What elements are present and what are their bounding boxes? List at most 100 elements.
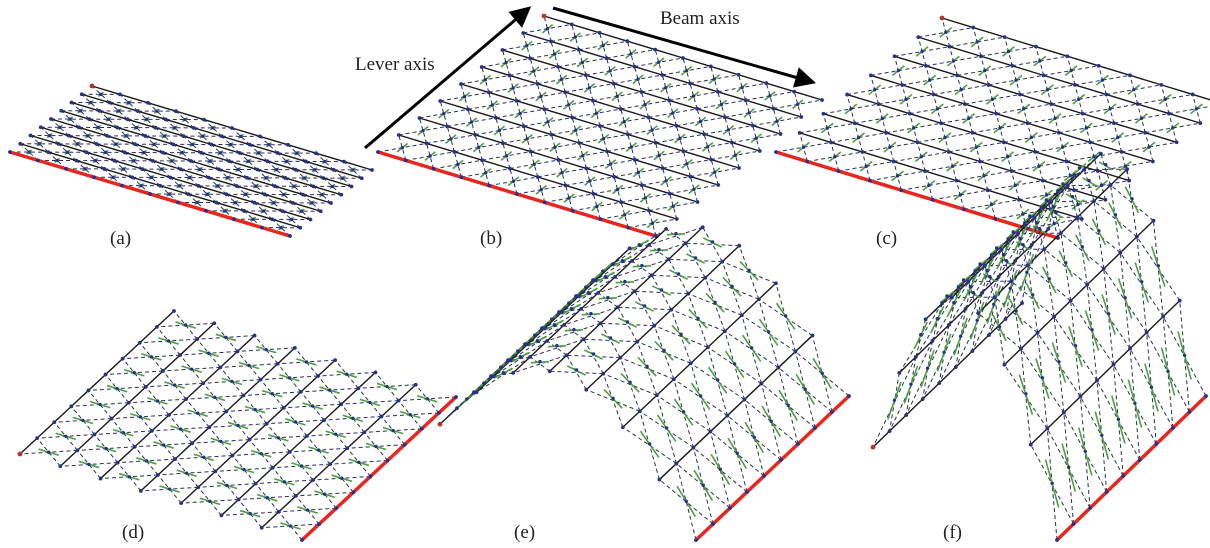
grid-node	[172, 383, 177, 387]
grid-node	[374, 444, 378, 449]
grid-node	[482, 381, 486, 385]
scissor-bar-dashed	[675, 125, 684, 152]
scissor-bar-dashed	[398, 134, 407, 161]
grid-node	[1088, 506, 1093, 510]
grid-node	[983, 68, 987, 73]
beam-segment	[1035, 45, 1068, 57]
grid-node	[584, 166, 589, 171]
scissor-bar-dashed	[894, 46, 950, 57]
grid-node	[820, 371, 824, 375]
grid-node	[1064, 261, 1068, 265]
grid-node	[198, 167, 202, 172]
grid-node	[115, 386, 119, 391]
grid-node	[196, 485, 201, 490]
grid-node	[958, 334, 963, 338]
grid-node	[86, 134, 90, 138]
grid-node	[796, 102, 800, 107]
grid-node	[1151, 218, 1156, 223]
grid-node	[657, 247, 661, 252]
grid-node	[971, 290, 975, 295]
beam-segment	[1004, 36, 1037, 48]
grid-node	[1106, 312, 1111, 316]
scissor-bar-dashed	[870, 65, 926, 76]
grid-node	[710, 240, 715, 244]
beam-segment	[682, 57, 712, 68]
grid-node	[985, 269, 989, 273]
grid-node	[587, 86, 592, 90]
grid-node	[793, 349, 798, 354]
grid-node	[659, 288, 664, 292]
scissor-bar-dashed	[1010, 281, 1022, 349]
scissor-bar-dashed	[476, 356, 531, 393]
support-edge	[1055, 394, 1208, 542]
grid-node	[920, 397, 925, 402]
scissor-bar-dashed	[238, 499, 263, 529]
beam-segment	[1110, 168, 1128, 186]
grid-node	[667, 191, 672, 196]
scissor-bar-dashed	[226, 411, 250, 440]
grid-node	[159, 167, 164, 171]
scissor-bar-dashed	[738, 74, 747, 101]
scissor-bar-dashed	[453, 151, 462, 178]
beam-segment	[216, 201, 245, 212]
scissor-bar-dashed	[446, 126, 455, 152]
grid-node	[1082, 167, 1087, 172]
grid-node	[436, 410, 441, 415]
grid-node	[103, 150, 108, 155]
beam-segment	[530, 150, 559, 161]
beam-segment	[99, 110, 128, 120]
grid-node	[552, 322, 557, 327]
scissor-bar-dashed	[761, 383, 816, 429]
beam-segment	[1162, 300, 1181, 318]
scissor-bar-dashed	[543, 109, 552, 135]
beam-segment	[1003, 348, 1022, 366]
grid-node	[891, 159, 896, 164]
grid-node	[199, 150, 204, 155]
grid-node	[674, 123, 679, 128]
scissor-bar-dashed	[637, 341, 692, 364]
beam-segment	[685, 226, 704, 244]
grid-node	[1050, 481, 1054, 485]
grid-node	[653, 140, 658, 145]
beam-segment	[566, 338, 585, 356]
grid-node	[1008, 286, 1013, 290]
beam-segment	[243, 379, 262, 397]
scissor-bar-dashed	[550, 134, 559, 161]
scissor-bar-dashed	[1097, 160, 1153, 172]
scissor-bar-dashed	[777, 367, 799, 445]
scissor-bar-dashed	[255, 483, 280, 513]
beam-segment	[586, 167, 615, 178]
grid-node	[511, 370, 516, 375]
grid-node	[1072, 173, 1077, 178]
scissor-bar-dashed	[585, 168, 594, 194]
grid-node	[619, 200, 624, 205]
grid-node	[1163, 97, 1167, 101]
grid-node	[664, 426, 669, 430]
grid-node	[508, 166, 512, 171]
grid-node	[176, 200, 180, 205]
grid-node	[1097, 229, 1101, 233]
grid-node	[979, 54, 983, 59]
beam-segment	[147, 102, 177, 112]
grid-node	[511, 86, 515, 90]
grid-node	[532, 162, 536, 166]
beam-segment	[614, 260, 633, 278]
scissor-bar-dashed	[214, 471, 239, 500]
grid-node	[161, 443, 166, 447]
grid-node	[542, 107, 547, 112]
grid-node	[1132, 87, 1136, 92]
grid-node	[195, 200, 199, 205]
grid-node	[428, 154, 432, 158]
grid-node	[1080, 111, 1085, 116]
grid-node	[1140, 280, 1144, 284]
grid-node	[1108, 183, 1113, 188]
scissor-bar-dashed	[682, 151, 691, 177]
grid-node	[1174, 140, 1179, 145]
beam-segment	[558, 159, 587, 170]
grid-node	[664, 226, 669, 231]
grid-node	[27, 150, 31, 154]
grid-node	[111, 175, 115, 179]
grid-node	[195, 337, 200, 342]
beam-segment	[381, 400, 400, 418]
grid-node	[258, 134, 262, 139]
